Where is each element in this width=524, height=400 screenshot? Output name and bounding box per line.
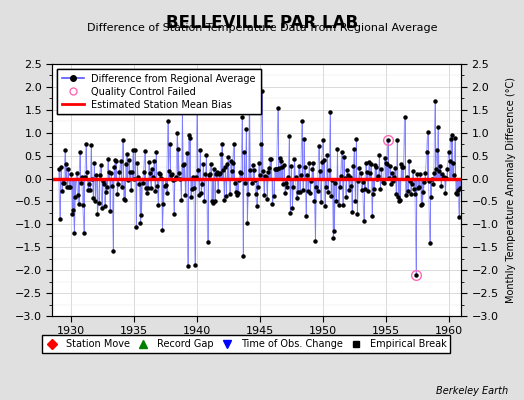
Text: BELLEVILLE PAR LAB: BELLEVILLE PAR LAB	[166, 14, 358, 32]
Legend: Difference from Regional Average, Quality Control Failed, Estimated Station Mean: Difference from Regional Average, Qualit…	[57, 69, 260, 114]
Text: Difference of Station Temperature Data from Regional Average: Difference of Station Temperature Data f…	[87, 23, 437, 33]
Text: Berkeley Earth: Berkeley Earth	[436, 386, 508, 396]
Legend: Station Move, Record Gap, Time of Obs. Change, Empirical Break: Station Move, Record Gap, Time of Obs. C…	[42, 335, 450, 353]
Y-axis label: Monthly Temperature Anomaly Difference (°C): Monthly Temperature Anomaly Difference (…	[506, 77, 516, 303]
